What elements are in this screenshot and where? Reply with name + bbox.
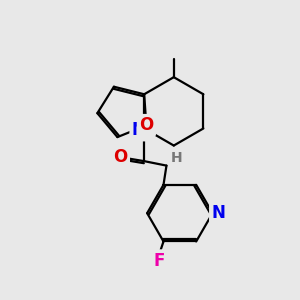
Text: N: N [132, 121, 146, 139]
Text: N: N [212, 204, 225, 222]
Text: O: O [139, 116, 154, 134]
Text: O: O [113, 148, 128, 166]
Text: F: F [153, 252, 165, 270]
Text: H: H [171, 151, 183, 165]
